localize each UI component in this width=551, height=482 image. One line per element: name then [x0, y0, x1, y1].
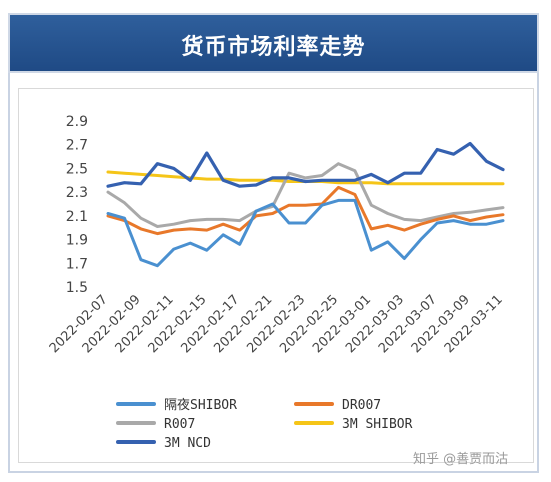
- y-tick-label: 2.9: [66, 114, 88, 130]
- legend-label: R007: [164, 417, 195, 432]
- series-line-2: [106, 162, 505, 228]
- legend-label: 3M NCD: [164, 436, 211, 451]
- chart-title: 货币市场利率走势: [181, 35, 366, 60]
- series-line-0: [106, 198, 505, 268]
- watermark: 知乎 @善贾而沽: [413, 452, 509, 467]
- y-tick-label: 1.7: [66, 256, 88, 272]
- plot-panel: [18, 88, 534, 463]
- legend-label: DR007: [342, 398, 381, 413]
- series-line-4: [106, 141, 505, 188]
- y-tick-label: 2.5: [66, 161, 88, 177]
- y-tick-label: 2.1: [66, 209, 88, 225]
- chart-header: 货币市场利率走势: [8, 13, 539, 73]
- legend-label: 隔夜SHIBOR: [164, 398, 237, 413]
- legend-label: 3M SHIBOR: [342, 417, 413, 432]
- series-line-1: [106, 185, 505, 236]
- y-tick-label: 1.9: [66, 233, 88, 249]
- y-tick-label: 2.7: [66, 138, 88, 154]
- y-tick-label: 2.3: [66, 185, 88, 201]
- y-tick-label: 1.5: [66, 280, 88, 296]
